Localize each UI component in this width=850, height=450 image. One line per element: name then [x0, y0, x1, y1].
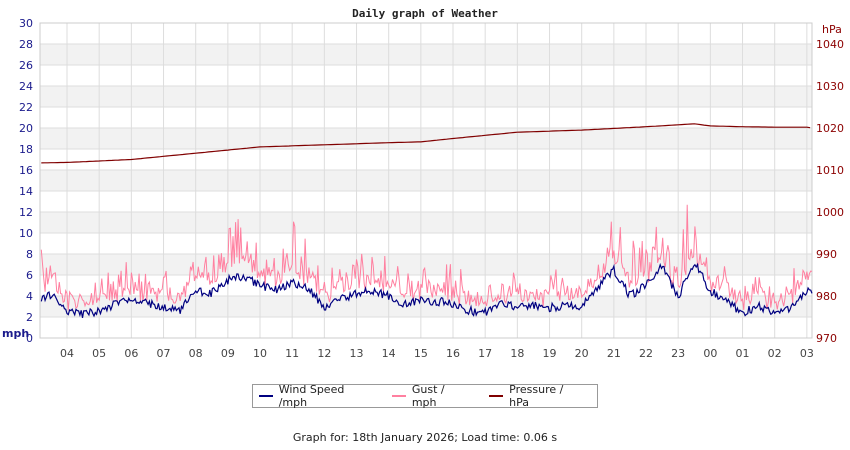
x-tick: 16: [446, 347, 460, 360]
y-axis-left-label: mph: [2, 327, 29, 340]
grid-band: [40, 254, 812, 275]
grid-band: [40, 212, 812, 233]
legend-item: Gust / mph: [392, 383, 471, 409]
x-tick: 20: [575, 347, 589, 360]
legend-label: Wind Speed /mph: [278, 383, 345, 409]
legend-swatch: [489, 395, 504, 397]
y-tick-right: 1010: [816, 164, 844, 177]
y-tick-right: 1020: [816, 122, 844, 135]
series-line-pressure: [41, 123, 811, 164]
y-tick-left: 20: [19, 122, 33, 135]
x-tick: 13: [350, 347, 364, 360]
y-tick-left: 4: [26, 290, 33, 303]
y-tick-left: 0: [26, 332, 33, 345]
series-line-wind: [40, 262, 813, 319]
y-tick-left: 24: [19, 80, 33, 93]
y-axis-right-label: hPa: [822, 23, 842, 36]
y-tick-left: 10: [19, 227, 33, 240]
y-tick-right: 1040: [816, 38, 844, 51]
x-tick: 09: [221, 347, 235, 360]
legend-label: Pressure / hPa: [509, 383, 564, 409]
x-tick: 18: [510, 347, 524, 360]
x-tick: 21: [607, 347, 621, 360]
legend-swatch: [259, 395, 273, 397]
x-tick: 17: [478, 347, 492, 360]
x-tick: 01: [736, 347, 750, 360]
x-tick: 11: [285, 347, 299, 360]
x-tick: 15: [414, 347, 428, 360]
x-tick: 22: [639, 347, 653, 360]
y-tick-left: 2: [26, 311, 33, 324]
legend-swatch: [392, 395, 406, 397]
x-tick: 06: [124, 347, 138, 360]
x-tick: 03: [800, 347, 814, 360]
x-tick: 00: [703, 347, 717, 360]
y-tick-right: 1030: [816, 80, 844, 93]
series-line-gust: [40, 204, 813, 311]
x-tick: 08: [189, 347, 203, 360]
grid-band: [40, 170, 812, 191]
legend-item: Wind Speed /mph: [259, 383, 374, 409]
x-tick: 12: [317, 347, 331, 360]
grid-band: [40, 296, 812, 317]
legend-item: Pressure / hPa: [489, 383, 585, 409]
x-tick: 23: [671, 347, 685, 360]
grid-band: [40, 86, 812, 107]
legend-label: Gust / mph: [411, 383, 445, 409]
y-tick-right: 970: [816, 332, 837, 345]
plot-border: [39, 22, 813, 339]
y-tick-left: 16: [19, 164, 33, 177]
y-tick-left: 18: [19, 143, 33, 156]
footer-text: Graph for: 18th January 2026; Load time:…: [292, 431, 558, 444]
y-tick-left: 6: [26, 269, 33, 282]
y-tick-left: 26: [19, 59, 33, 72]
x-tick: 04: [60, 347, 74, 360]
legend: Wind Speed /mph Gust / mph Pressure / hPa: [252, 383, 598, 409]
y-tick-right: 1000: [816, 206, 844, 219]
grid-band: [40, 44, 812, 65]
x-tick: 19: [543, 347, 557, 360]
x-tick: 05: [92, 347, 106, 360]
x-tick: 10: [253, 347, 267, 360]
y-tick-left: 8: [26, 248, 33, 261]
x-tick: 02: [768, 347, 782, 360]
y-tick-left: 12: [19, 206, 33, 219]
chart-title: Daily graph of Weather: [352, 7, 498, 20]
y-tick-right: 980: [816, 290, 837, 303]
y-tick-left: 28: [19, 38, 33, 51]
y-tick-left: 22: [19, 101, 33, 114]
y-tick-left: 14: [19, 185, 33, 198]
x-tick: 07: [157, 347, 171, 360]
grid-band: [40, 128, 812, 149]
y-tick-right: 990: [816, 248, 837, 261]
chart-svg: Daily graph of Weather 02468101214161820…: [2, 7, 844, 360]
y-tick-left: 30: [19, 17, 33, 30]
x-tick: 14: [382, 347, 396, 360]
